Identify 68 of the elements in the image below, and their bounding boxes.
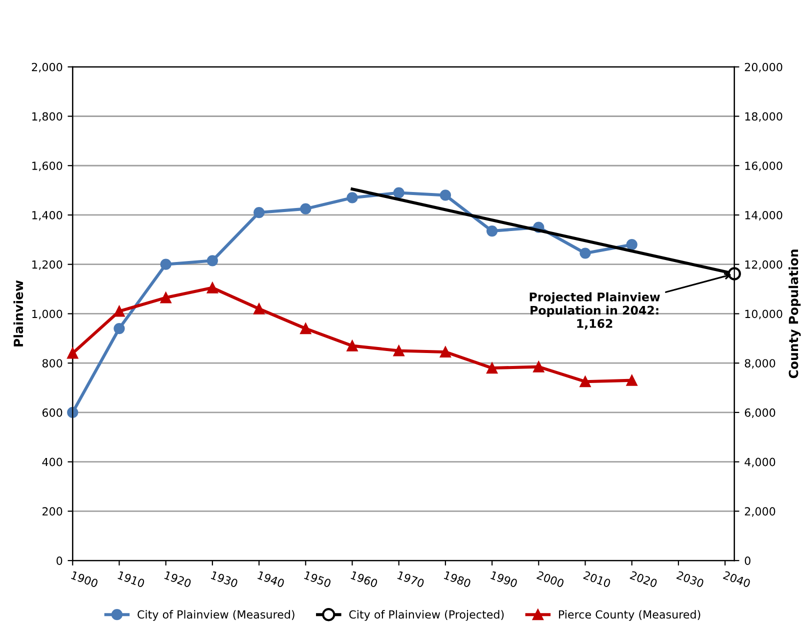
x-tick-label: 1910 [117,570,146,588]
x-tick-label: 1980 [444,570,472,588]
point [160,258,172,270]
y2-tick-label: 12,000 [745,260,782,270]
x-tick-label: 1970 [397,570,425,588]
point [206,282,218,294]
y-tick-label: 1,200 [32,260,62,270]
y2-tick-label: 10,000 [745,310,782,320]
point [346,192,358,204]
x-tick-label: 1990 [490,570,518,588]
legend-label: City of Plainview (Measured) [138,610,294,621]
point [253,206,265,218]
point [626,239,638,250]
y-tick-label: 1,400 [32,210,62,220]
legend-label: Pierce County (Measured) [559,610,700,621]
x-tick-label: 2010 [583,570,612,588]
y-tick-label: 1,000 [32,310,62,320]
y2-tick-label: 8,000 [744,359,776,369]
legend-label: City of Plainview (Projected) [349,610,504,621]
x-tick-label: 2020 [630,570,658,588]
y-axis-title: Plainview [13,280,24,346]
point [440,190,451,201]
point [114,306,125,317]
x-tick-label: 1920 [164,570,192,588]
y2-tick-label: 4,000 [744,458,776,468]
point [67,348,78,359]
x-tick-label: 1960 [350,570,378,588]
y2-tick-label: 16,000 [745,162,782,172]
point [626,374,638,386]
point [206,255,218,266]
point [393,345,404,356]
point [393,187,404,198]
y-tick-label: 200 [42,507,62,516]
x-tick-label: 1940 [257,570,285,588]
y2-tick-label: 0 [744,556,750,565]
point [114,322,125,334]
x-tick-label: 1900 [70,570,98,588]
point [67,406,78,418]
point [253,303,265,314]
y-tick-label: 1,600 [32,162,62,172]
y2-axis-title: County Population [788,250,801,378]
y2-tick-label: 18,000 [745,112,782,122]
point [580,376,591,388]
point [160,292,172,304]
y-tick-label: 800 [42,359,62,368]
x-tick-label: 2000 [536,570,564,588]
y2-tick-label: 6,000 [744,408,776,418]
point [300,203,312,214]
x-tick-label: 1950 [304,570,332,588]
point [300,322,312,334]
x-tick-label: 2040 [722,570,751,588]
y2-tick-label: 20,000 [744,62,782,72]
point [346,340,358,352]
x-tick-label: 1930 [210,570,238,588]
y-tick-label: 2,000 [32,62,62,72]
y-tick-label: 1,800 [32,112,62,122]
y-tick-label: 400 [42,458,62,466]
y2-tick-label: 2,000 [744,507,776,517]
annotation: Projected Plainview Population in 2042: 1,162 [530,292,660,330]
point [486,362,498,374]
point [440,346,451,358]
x-tick-label: 2030 [676,570,704,588]
point [533,361,544,372]
y-tick-label: 0 [56,556,62,565]
y-tick-label: 600 [42,408,62,417]
y2-tick-label: 14,000 [745,210,782,220]
point [486,225,498,237]
point [580,248,591,259]
